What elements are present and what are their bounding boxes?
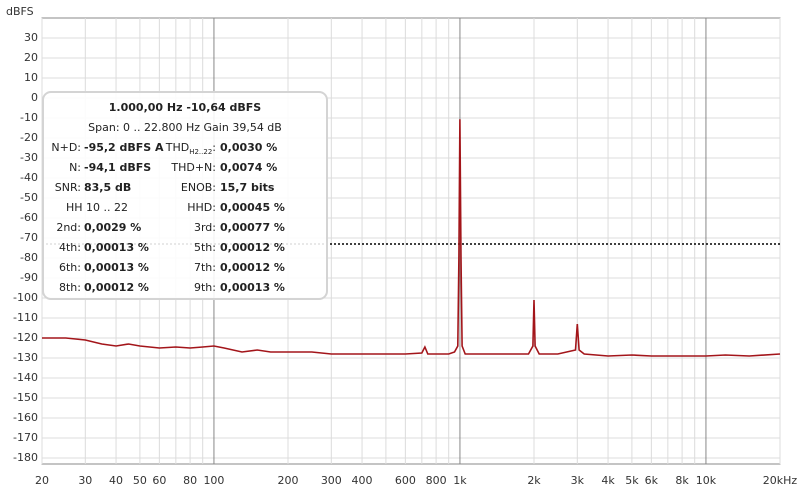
right-label: THDH2..22: [166, 141, 216, 156]
x-tick-label: 3k [571, 474, 585, 487]
right-value: 15,7 bits [220, 181, 275, 194]
right-value: 0,00012 % [220, 261, 285, 274]
panel-row: 4th: 0,00013 % 5th: 0,00012 % [44, 241, 326, 261]
info-panel: 1.000,00 Hz -10,64 dBFS Span: 0 .. 22.80… [42, 91, 328, 300]
left-label: 4th: [59, 241, 81, 254]
y-tick-label: -80 [20, 251, 38, 264]
x-tick-label: 10k [696, 474, 717, 487]
right-value: 0,00077 % [220, 221, 285, 234]
label-text: 5th: [194, 241, 216, 254]
x-tick-label: 300 [321, 474, 342, 487]
y-tick-label: -150 [13, 391, 38, 404]
y-tick-label: -70 [20, 231, 38, 244]
label-colon: : [212, 141, 216, 154]
right-label: 5th: [194, 241, 216, 254]
y-tick-label: -100 [13, 291, 38, 304]
left-value: 0,00013 % [84, 261, 149, 274]
left-label: N+D: [51, 141, 81, 154]
y-tick-label: 10 [24, 71, 38, 84]
spectrum-line [42, 119, 781, 357]
y-tick-label: -90 [20, 271, 38, 284]
panel-row: 2nd: 0,0029 % 3rd: 0,00077 % [44, 221, 326, 241]
y-tick-label: -50 [20, 191, 38, 204]
y-tick-label: -180 [13, 451, 38, 464]
y-tick-label: -60 [20, 211, 38, 224]
x-tick-label: 2k [527, 474, 541, 487]
y-tick-label: 20 [24, 51, 38, 64]
label-text: ENOB: [180, 181, 216, 194]
x-tick-label: 800 [426, 474, 447, 487]
x-tick-label: 20kHz [763, 474, 798, 487]
left-value: 0,0029 % [84, 221, 142, 234]
right-value: 0,00012 % [220, 241, 285, 254]
panel-row: 6th: 0,00013 % 7th: 0,00012 % [44, 261, 326, 281]
left-label: 8th: [59, 281, 81, 294]
x-tick-label: 8k [675, 474, 689, 487]
x-tick-label: 5k [625, 474, 639, 487]
label-text: 7th: [194, 261, 216, 274]
x-tick-label: 400 [352, 474, 373, 487]
left-value: 0,00012 % [84, 281, 149, 294]
x-tick-label: 600 [395, 474, 416, 487]
label-sub: H2..22 [189, 148, 213, 157]
left-label: 2nd: [56, 221, 81, 234]
left-label: SNR: [54, 181, 81, 194]
right-label: 7th: [194, 261, 216, 274]
right-label: THD+N: [171, 161, 216, 174]
right-value: 0,0074 % [220, 161, 278, 174]
label-text: 3rd: [193, 221, 216, 234]
x-tick-label: 100 [203, 474, 224, 487]
label-text: THD+N: [171, 161, 216, 174]
y-tick-label: -30 [20, 151, 38, 164]
right-value: 0,00013 % [220, 281, 285, 294]
x-tick-label: 40 [109, 474, 123, 487]
y-tick-label: 30 [24, 31, 38, 44]
panel-row: N: -94,1 dBFS THD+N: 0,0074 % [44, 161, 326, 181]
x-tick-label: 60 [152, 474, 166, 487]
left-label: N: [69, 161, 81, 174]
x-tick-label: 4k [601, 474, 615, 487]
x-tick-label: 50 [133, 474, 147, 487]
panel-span: Span: 0 .. 22.800 Hz Gain 39,54 dB [88, 121, 282, 134]
label-text: 9th: [194, 281, 216, 294]
right-label: ENOB: [181, 181, 216, 194]
y-axis-label: dBFS [6, 5, 34, 18]
right-label: HHD: [187, 201, 216, 214]
label-text: HHD: [187, 201, 216, 214]
x-tick-label: 200 [278, 474, 299, 487]
y-tick-label: -120 [13, 331, 38, 344]
x-tick-label: 30 [78, 474, 92, 487]
left-value: -94,1 dBFS [84, 161, 152, 174]
y-tick-label: -10 [20, 111, 38, 124]
x-tick-label: 1k [453, 474, 467, 487]
panel-row: 8th: 0,00012 % 9th: 0,00013 % [44, 281, 326, 301]
y-tick-label: -160 [13, 411, 38, 424]
left-label: HH 10 .. 22 [66, 201, 129, 214]
right-value: 0,00045 % [220, 201, 285, 214]
left-value: 0,00013 % [84, 241, 149, 254]
right-label: 3rd: [194, 221, 216, 234]
x-tick-label: 6k [645, 474, 659, 487]
y-tick-label: -130 [13, 351, 38, 364]
panel-row: HH 10 .. 22 HHD: 0,00045 % [44, 201, 326, 221]
x-tick-label: 20 [35, 474, 49, 487]
left-value: -95,2 dBFS A [84, 141, 164, 154]
panel-row: SNR: 83,5 dB ENOB: 15,7 bits [44, 181, 326, 201]
y-tick-label: 0 [31, 91, 38, 104]
left-value: 83,5 dB [84, 181, 132, 194]
right-label: 9th: [194, 281, 216, 294]
y-tick-label: -140 [13, 371, 38, 384]
panel-header: 1.000,00 Hz -10,64 dBFS [108, 101, 262, 114]
y-tick-label: -40 [20, 171, 38, 184]
y-tick-label: -110 [13, 311, 38, 324]
right-value: 0,0030 % [220, 141, 278, 154]
label-text: THD [165, 141, 190, 154]
y-tick-label: -170 [13, 431, 38, 444]
y-tick-label: -20 [20, 131, 38, 144]
x-tick-label: 80 [183, 474, 197, 487]
left-label: 6th: [59, 261, 81, 274]
panel-row: N+D: -95,2 dBFS A THDH2..22: 0,0030 % [44, 141, 326, 161]
